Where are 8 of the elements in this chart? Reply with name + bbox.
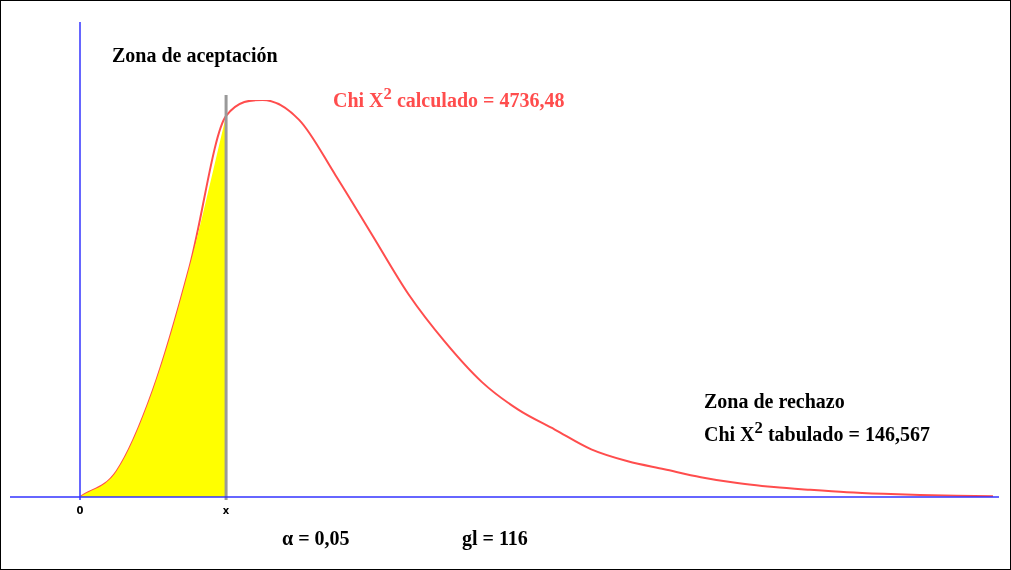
annotation: Chi X$^{2}$ tabulado = 146,567 [704,418,930,446]
text: gl = 116 [462,527,528,550]
x-tick-label: 0 [76,504,84,516]
annotation: Zona de rechazo [704,390,845,413]
text: Zona de aceptación [112,44,278,67]
text: α = 0,05 [282,527,350,550]
annotation: Chi X$^{2}$ calculado = 4736,48 [333,84,565,112]
x-tick-label: x [222,504,230,516]
